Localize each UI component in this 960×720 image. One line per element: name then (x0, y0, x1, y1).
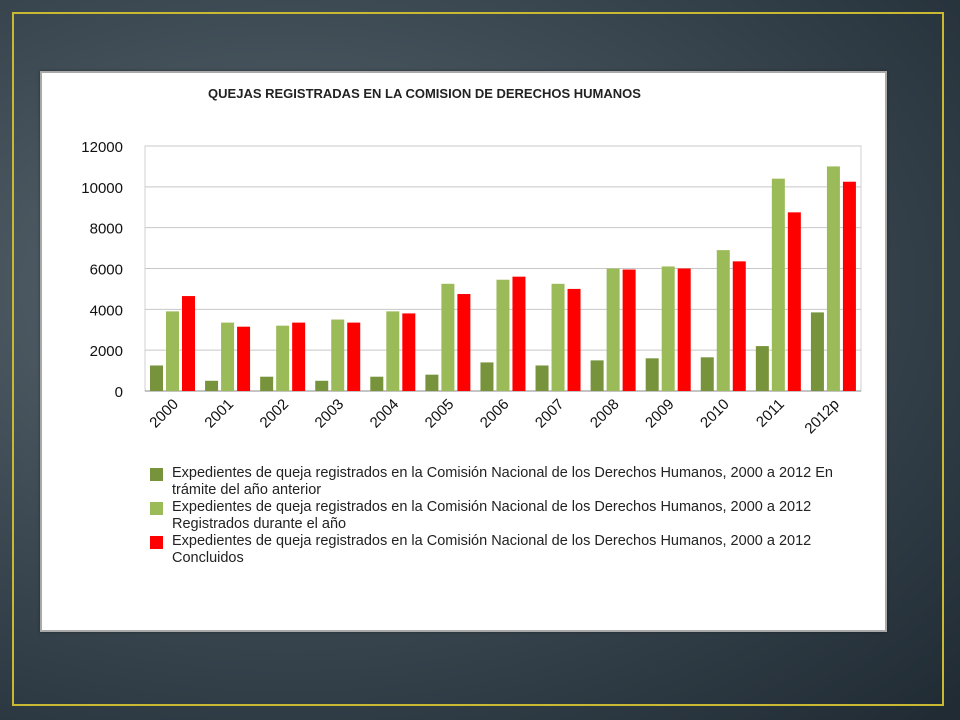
bar (787, 212, 801, 391)
legend-item-en-tramite: Expedientes de queja registrados en la C… (150, 465, 870, 499)
bar (402, 313, 416, 391)
bar (315, 380, 329, 391)
x-tick-label: 2011 (753, 396, 788, 431)
bar (567, 288, 581, 391)
slide-frame (12, 12, 944, 706)
bar (457, 294, 471, 391)
chart-legend: Expedientes de queja registrados en la C… (150, 465, 870, 567)
x-tick-label: 2002 (257, 396, 293, 432)
y-tick-label: 6000 (90, 262, 123, 279)
chart-panel: QUEJAS REGISTRADAS EN LA COMISION DE DER… (40, 71, 887, 632)
bar (386, 311, 400, 391)
bar (166, 311, 179, 391)
bar-chart: 0 2000 4000 6000 8000 10000 12000 2000 2001 2002 2… (81, 139, 862, 438)
bar (276, 325, 290, 391)
legend-label-registrados: Expedientes de queja registrados en la C… (172, 499, 812, 532)
legend-swatch-concluidos (150, 536, 163, 549)
x-tick-label: 2005 (422, 396, 458, 432)
y-tick-label: 12000 (81, 139, 123, 156)
bar (496, 279, 510, 391)
bar (205, 380, 219, 391)
bar (221, 322, 235, 391)
legend-swatch-registrados (150, 502, 163, 515)
bar (182, 296, 195, 391)
x-tick-label: 2006 (477, 396, 513, 432)
legend-label-en-tramite: Expedientes de queja registrados en la C… (172, 465, 833, 498)
bar (551, 283, 565, 391)
bar (150, 365, 163, 391)
bar (716, 250, 730, 391)
x-tick-label: 2008 (587, 396, 623, 432)
y-tick-label: 2000 (90, 343, 123, 360)
bar (810, 312, 824, 391)
bar (535, 365, 549, 391)
bar (677, 268, 691, 391)
y-tick-label: 0 (115, 384, 123, 401)
legend-label-concluidos: Expedientes de queja registrados en la C… (172, 533, 812, 566)
bar (347, 322, 361, 391)
bar (590, 360, 604, 391)
x-tick-label: 2004 (367, 396, 403, 432)
legend-item-registrados: Expedientes de queja registrados en la C… (150, 499, 870, 533)
bar (606, 268, 620, 391)
bar (370, 376, 384, 391)
x-tick-label: 2009 (642, 396, 678, 432)
x-tick-label: 2000 (146, 396, 182, 432)
y-tick-label: 4000 (90, 302, 123, 319)
bar (292, 322, 306, 391)
chart-title: QUEJAS REGISTRADAS EN LA COMISION DE DER… (208, 86, 641, 101)
bar (732, 261, 746, 391)
bar (842, 181, 856, 391)
bar (622, 269, 636, 391)
y-tick-label: 10000 (81, 180, 123, 197)
bar (480, 362, 494, 391)
bar (755, 346, 769, 391)
bar (425, 374, 439, 391)
bar (331, 319, 345, 391)
bar (237, 326, 251, 391)
bar (260, 376, 274, 391)
x-tick-label: 2007 (532, 396, 568, 432)
y-tick-label: 8000 (90, 221, 123, 238)
x-tick-label: 2001 (201, 396, 237, 432)
legend-swatch-en-tramite (150, 468, 163, 481)
x-tick-label: 2010 (697, 396, 733, 432)
bar (661, 266, 675, 391)
bar (512, 276, 526, 391)
x-tick-label: 2012p (801, 396, 843, 438)
bar (441, 283, 455, 391)
bar (700, 357, 714, 391)
bar (826, 166, 840, 391)
bar (645, 358, 659, 391)
x-tick-label: 2003 (312, 396, 348, 432)
bar (771, 178, 785, 391)
legend-item-concluidos: Expedientes de queja registrados en la C… (150, 533, 870, 567)
